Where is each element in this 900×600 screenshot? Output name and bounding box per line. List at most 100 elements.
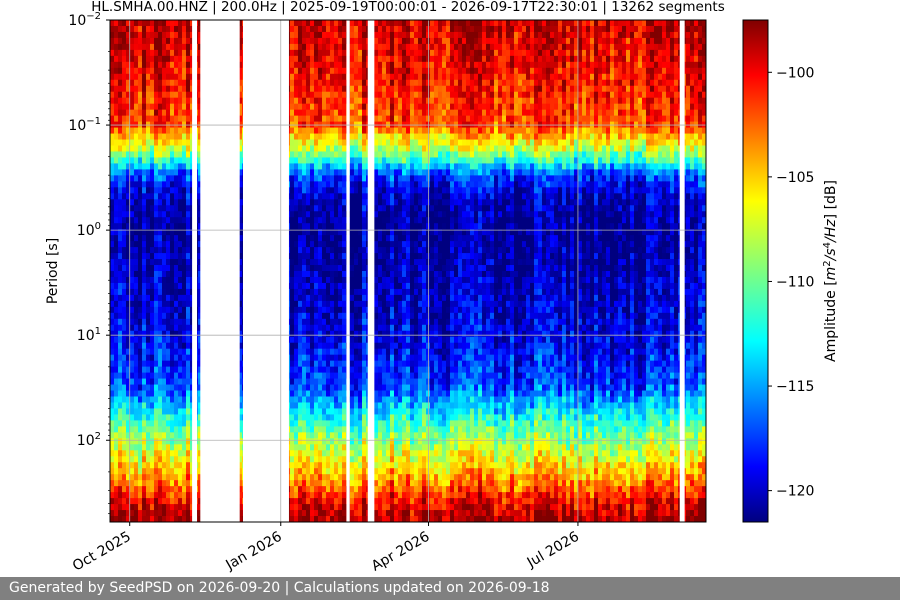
heatmap-cell xyxy=(338,396,343,404)
heatmap-cell xyxy=(182,336,187,344)
heatmap-cell xyxy=(302,450,307,457)
heatmap-cell xyxy=(338,306,343,314)
heatmap-cell xyxy=(166,480,171,487)
heatmap-cell xyxy=(150,109,155,117)
heatmap-cell xyxy=(318,432,323,439)
heatmap-cell xyxy=(162,199,167,206)
heatmap-cell xyxy=(306,91,311,99)
heatmap-cell xyxy=(126,336,131,344)
heatmap-cell xyxy=(290,91,295,99)
heatmap-cell xyxy=(134,139,139,147)
heatmap-cell xyxy=(126,312,131,320)
heatmap-cell xyxy=(322,127,327,135)
heatmap-cell xyxy=(170,85,175,93)
heatmap-cell xyxy=(166,67,171,75)
heatmap-cell xyxy=(118,247,123,254)
heatmap-cell xyxy=(306,516,311,522)
heatmap-cell xyxy=(338,312,343,320)
heatmap-cell xyxy=(110,354,115,362)
heatmap-cell xyxy=(182,330,187,338)
heatmap-cell xyxy=(302,324,307,332)
heatmap-cell xyxy=(126,187,131,194)
heatmap-cell xyxy=(334,61,339,69)
heatmap-cell xyxy=(126,211,131,218)
heatmap-cell xyxy=(166,85,171,93)
heatmap-cell xyxy=(158,175,163,182)
heatmap-cell xyxy=(134,145,139,153)
heatmap-cell xyxy=(126,217,131,224)
heatmap-cell xyxy=(182,61,187,69)
heatmap-cell xyxy=(178,324,183,332)
heatmap-cell xyxy=(302,510,307,517)
heatmap-cell xyxy=(330,25,335,33)
heatmap-cell xyxy=(338,49,343,57)
heatmap-cell xyxy=(342,193,347,200)
heatmap-cell xyxy=(314,276,319,284)
heatmap-cell xyxy=(182,37,187,45)
heatmap-cell xyxy=(134,318,139,326)
heatmap-cell xyxy=(166,61,171,69)
heatmap-cell xyxy=(334,444,339,451)
heatmap-cell xyxy=(182,318,187,326)
heatmap-cell xyxy=(138,181,143,188)
heatmap-cell xyxy=(310,193,315,200)
heatmap-cell xyxy=(314,265,319,272)
heatmap-cell xyxy=(150,462,155,469)
heatmap-cell xyxy=(142,43,147,51)
heatmap-cell xyxy=(114,20,119,27)
heatmap-cell xyxy=(182,390,187,398)
heatmap-cell xyxy=(110,348,115,356)
heatmap-cell xyxy=(322,151,327,159)
heatmap-cell xyxy=(134,259,139,266)
heatmap-cell xyxy=(118,187,123,194)
heatmap-cell xyxy=(238,259,243,266)
heatmap-cell xyxy=(150,133,155,141)
heatmap-cell xyxy=(150,247,155,254)
heatmap-cell xyxy=(134,157,139,165)
heatmap-cell xyxy=(138,366,143,374)
heatmap-cell xyxy=(134,20,139,27)
heatmap-cell xyxy=(314,282,319,290)
heatmap-cell xyxy=(290,390,295,398)
heatmap-cell xyxy=(342,414,347,422)
heatmap-cell xyxy=(290,414,295,422)
heatmap-cell xyxy=(314,336,319,344)
heatmap-cell xyxy=(326,336,331,344)
heatmap-cell xyxy=(178,474,183,481)
heatmap-cell xyxy=(110,498,115,505)
heatmap-cell xyxy=(342,294,347,302)
heatmap-cell xyxy=(294,115,299,123)
heatmap-cell xyxy=(290,79,295,87)
heatmap-cell xyxy=(162,300,167,308)
heatmap-cell xyxy=(166,312,171,320)
heatmap-cell xyxy=(178,109,183,117)
heatmap-cell xyxy=(182,247,187,254)
heatmap-cell xyxy=(130,504,135,511)
heatmap-cell xyxy=(118,402,123,410)
heatmap-cell xyxy=(322,450,327,457)
heatmap-cell xyxy=(298,516,303,522)
heatmap-cell xyxy=(178,127,183,135)
heatmap-cell xyxy=(110,294,115,302)
heatmap-cell xyxy=(142,217,147,224)
heatmap-cell xyxy=(166,282,171,290)
heatmap-cell xyxy=(154,456,159,463)
heatmap-cell xyxy=(182,85,187,93)
heatmap-cell xyxy=(118,438,123,445)
heatmap-cell xyxy=(322,157,327,165)
heatmap-cell xyxy=(298,193,303,200)
heatmap-cell xyxy=(338,85,343,93)
heatmap-cell xyxy=(130,73,135,81)
heatmap-cell xyxy=(134,85,139,93)
heatmap-cell xyxy=(166,360,171,368)
heatmap-cell xyxy=(146,336,151,344)
heatmap-cell xyxy=(178,97,183,105)
heatmap-cell xyxy=(154,324,159,332)
heatmap-cell xyxy=(310,217,315,224)
heatmap-cell xyxy=(142,193,147,200)
heatmap-cell xyxy=(306,492,311,499)
heatmap-cell xyxy=(294,438,299,445)
heatmap-cell xyxy=(130,420,135,427)
heatmap-cell xyxy=(322,516,327,522)
heatmap-cell xyxy=(322,360,327,368)
